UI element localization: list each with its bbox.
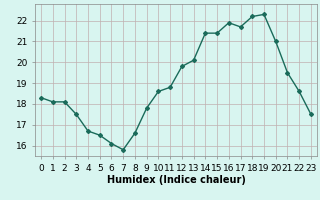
X-axis label: Humidex (Indice chaleur): Humidex (Indice chaleur) [107,175,245,185]
